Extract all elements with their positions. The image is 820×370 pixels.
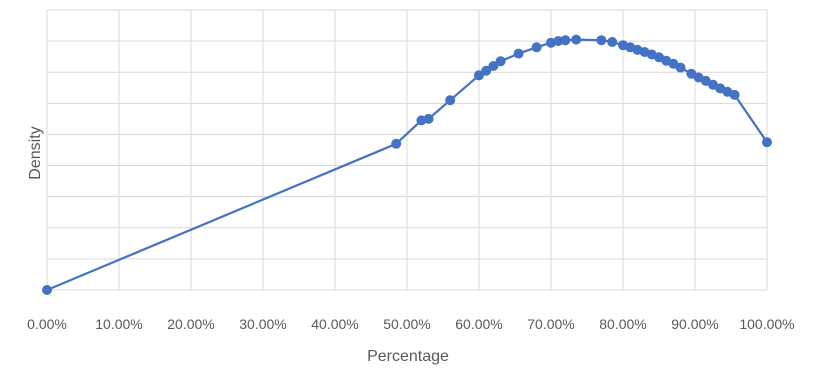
data-point-marker <box>474 70 484 81</box>
x-tick-label: 40.00% <box>311 316 358 332</box>
x-tick-label: 100.00% <box>739 316 794 332</box>
data-point-marker <box>596 35 607 46</box>
data-point-marker <box>391 138 402 149</box>
series-density <box>42 34 772 295</box>
x-tick-label: 80.00% <box>599 316 646 332</box>
x-tick-label: 20.00% <box>167 316 214 332</box>
x-tick-label: 60.00% <box>455 316 502 332</box>
data-point-marker <box>560 35 571 46</box>
x-axis-tick-labels: 0.00% 10.00% 20.00% 30.00% 40.00% 50.00% 60.00… <box>27 316 794 332</box>
data-point-marker <box>445 95 456 106</box>
x-tick-label: 90.00% <box>671 316 718 332</box>
data-point-marker <box>42 285 52 295</box>
data-point-marker <box>488 61 499 71</box>
x-tick-label: 70.00% <box>527 316 574 332</box>
x-tick-label: 0.00% <box>27 316 67 332</box>
x-tick-label: 10.00% <box>95 316 142 332</box>
x-axis-title: Percentage <box>367 348 449 365</box>
data-point-marker <box>571 34 582 45</box>
data-point-marker <box>607 37 618 47</box>
data-point-marker <box>495 56 506 67</box>
data-point-marker <box>762 137 772 148</box>
data-point-marker <box>423 113 434 124</box>
x-tick-label: 50.00% <box>383 316 430 332</box>
x-tick-label: 30.00% <box>239 316 286 332</box>
data-point-marker <box>481 65 492 76</box>
data-point-marker <box>531 42 542 53</box>
data-point-marker <box>729 89 740 100</box>
gridlines <box>46 9 768 291</box>
data-point-marker <box>513 48 524 59</box>
data-point-marker <box>675 62 686 73</box>
y-axis-title: Density <box>27 126 44 179</box>
